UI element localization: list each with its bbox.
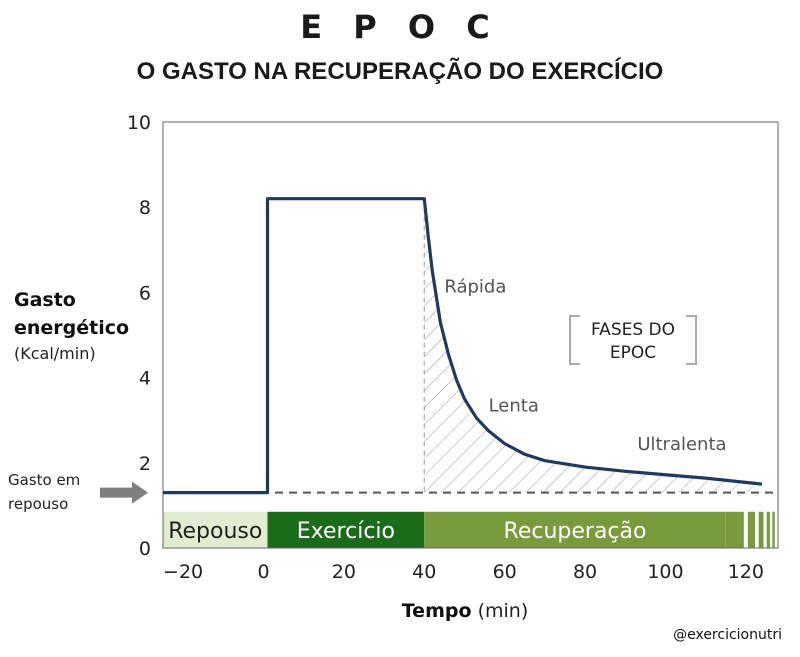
y-tick-label: 4 xyxy=(139,368,151,390)
y-tick-label: 10 xyxy=(127,112,151,134)
phase-band-1 xyxy=(267,511,425,548)
y-tick-label: 2 xyxy=(139,453,151,475)
x-tick-label: 120 xyxy=(728,561,764,583)
phase-annotation-2: Ultralenta xyxy=(637,434,726,455)
phase-band-fade-stripe xyxy=(747,511,756,548)
phase-band-fade-stripe xyxy=(772,511,775,548)
y-tick-label: 6 xyxy=(139,282,151,304)
phase-annotation-0: Rápida xyxy=(444,276,506,297)
phase-band-label-2: Recuperação xyxy=(504,519,647,544)
y-axis-label: Gasto energético xyxy=(14,286,129,342)
epoc-hatched-area xyxy=(424,198,762,493)
x-tick-label: 0 xyxy=(257,561,269,583)
resting-arrow-icon xyxy=(100,481,148,504)
resting-label-line2: repouso xyxy=(8,495,69,513)
energy-expenditure-line xyxy=(163,197,763,495)
y-tick-label: 8 xyxy=(139,197,151,219)
x-tick-label: 80 xyxy=(573,561,597,583)
phase-band-label-1: Exercício xyxy=(297,519,395,544)
credit-handle: @exercicionutri xyxy=(673,627,782,643)
x-axis-label-bold: Tempo xyxy=(401,600,472,622)
phases-box-line1: FASES DO xyxy=(591,320,675,340)
phases-box-line2: EPOC xyxy=(610,343,656,363)
x-axis-label-unit: (min) xyxy=(477,600,529,622)
resting-expenditure-label: Gasto em repouso xyxy=(8,468,80,516)
x-tick-label: 60 xyxy=(493,561,517,583)
y-axis-label-line2: energético xyxy=(14,317,130,339)
plot-frame xyxy=(162,121,779,549)
x-tick-label: 40 xyxy=(412,561,436,583)
chart-title: E P O C xyxy=(300,8,500,46)
phase-band-label-0: Repouso xyxy=(168,519,262,544)
phase-band-fade-stripe xyxy=(725,511,744,548)
phase-band-0 xyxy=(163,511,268,548)
y-axis-label-line1: Gasto xyxy=(14,289,76,311)
phase-band-fade-stripe xyxy=(766,511,770,548)
phases-box-bracket xyxy=(569,315,697,365)
x-tick-label: 20 xyxy=(332,561,356,583)
resting-label-line1: Gasto em xyxy=(8,471,81,489)
y-axis-unit: (Kcal/min) xyxy=(14,344,96,363)
phase-annotation-1: Lenta xyxy=(489,396,539,417)
x-tick-label: −20 xyxy=(163,561,203,583)
chart-subtitle: O GASTO NA RECUPERAÇÃO DO EXERCÍCIO xyxy=(136,58,664,85)
y-tick-label: 0 xyxy=(139,538,151,560)
x-axis-label: Tempo (min) xyxy=(0,600,800,622)
phase-band-fade-stripe xyxy=(758,511,764,548)
phase-band-2 xyxy=(424,511,726,548)
x-tick-label: 100 xyxy=(647,561,683,583)
